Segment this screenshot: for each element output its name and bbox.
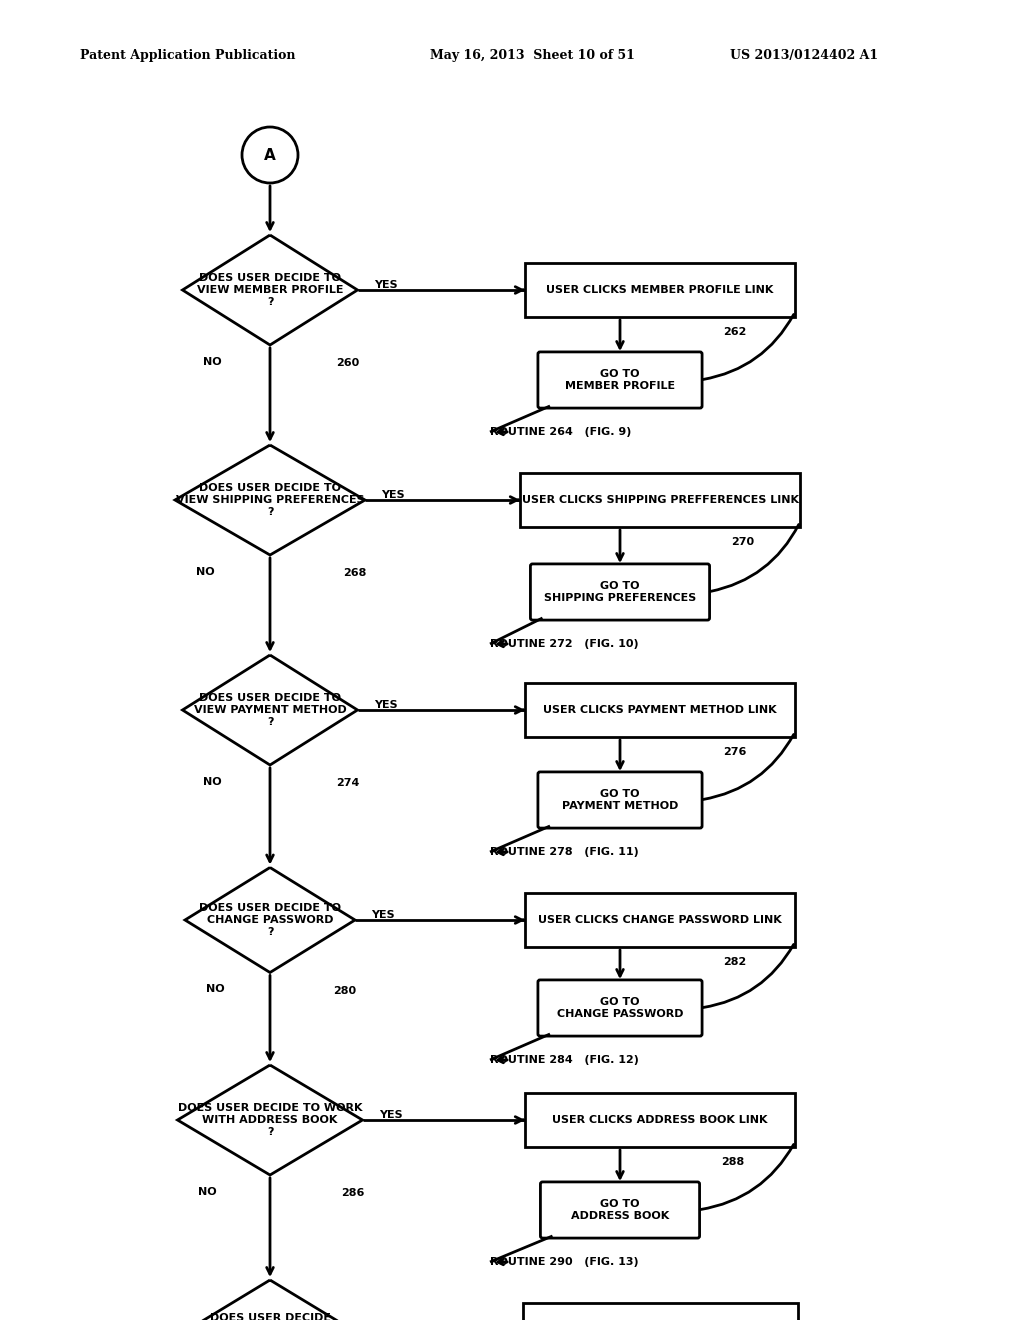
Text: NO: NO xyxy=(203,356,222,367)
Text: 274: 274 xyxy=(336,777,359,788)
Text: ROUTINE 264   (FIG. 9): ROUTINE 264 (FIG. 9) xyxy=(490,426,632,437)
Text: DOES USER DECIDE TO
CHANGE PASSWORD
?: DOES USER DECIDE TO CHANGE PASSWORD ? xyxy=(199,903,341,937)
FancyBboxPatch shape xyxy=(538,352,702,408)
Text: NO: NO xyxy=(203,777,222,787)
Text: ROUTINE 272   (FIG. 10): ROUTINE 272 (FIG. 10) xyxy=(490,639,639,649)
Text: 286: 286 xyxy=(341,1188,365,1199)
Text: US 2013/0124402 A1: US 2013/0124402 A1 xyxy=(730,49,879,62)
FancyBboxPatch shape xyxy=(530,564,710,620)
Text: 268: 268 xyxy=(343,568,367,578)
Text: NO: NO xyxy=(196,568,214,577)
Text: YES: YES xyxy=(374,700,397,710)
Text: DOES USER DECIDE TO
VIEW PAYMENT METHOD
?: DOES USER DECIDE TO VIEW PAYMENT METHOD … xyxy=(194,693,346,727)
FancyBboxPatch shape xyxy=(525,263,795,317)
Text: 276: 276 xyxy=(723,747,746,756)
Text: DOES USER DECIDE TO
VIEW MEMBER PROFILE
?: DOES USER DECIDE TO VIEW MEMBER PROFILE … xyxy=(197,273,343,308)
Text: USER CLICKS MEMBER PROFILE LINK: USER CLICKS MEMBER PROFILE LINK xyxy=(547,285,774,294)
Text: 288: 288 xyxy=(721,1158,744,1167)
Text: USER CLICKS PAYMENT METHOD LINK: USER CLICKS PAYMENT METHOD LINK xyxy=(543,705,777,715)
FancyBboxPatch shape xyxy=(525,1093,795,1147)
Text: A: A xyxy=(264,148,275,162)
Text: May 16, 2013  Sheet 10 of 51: May 16, 2013 Sheet 10 of 51 xyxy=(430,49,635,62)
Text: 270: 270 xyxy=(731,537,754,546)
Text: YES: YES xyxy=(379,1110,402,1119)
Text: ROUTINE 290   (FIG. 13): ROUTINE 290 (FIG. 13) xyxy=(490,1257,639,1267)
FancyBboxPatch shape xyxy=(525,894,795,946)
FancyBboxPatch shape xyxy=(541,1181,699,1238)
Text: GO TO
PAYMENT METHOD: GO TO PAYMENT METHOD xyxy=(562,789,678,812)
Text: NO: NO xyxy=(206,985,224,994)
FancyBboxPatch shape xyxy=(538,772,702,828)
FancyBboxPatch shape xyxy=(538,979,702,1036)
Text: ROUTINE 284   (FIG. 12): ROUTINE 284 (FIG. 12) xyxy=(490,1055,639,1065)
Text: USER CLICKS ADDRESS BOOK LINK: USER CLICKS ADDRESS BOOK LINK xyxy=(552,1115,768,1125)
Text: DOES USER DECIDE TO
VIEW SHIPPING PREFERENCES
?: DOES USER DECIDE TO VIEW SHIPPING PREFER… xyxy=(176,483,365,517)
FancyBboxPatch shape xyxy=(522,1303,798,1320)
Text: 262: 262 xyxy=(723,327,746,337)
Circle shape xyxy=(242,127,298,183)
Text: USER CLICKS SHIPPING PREFFERENCES LINK: USER CLICKS SHIPPING PREFFERENCES LINK xyxy=(521,495,799,506)
Text: Patent Application Publication: Patent Application Publication xyxy=(80,49,296,62)
Text: YES: YES xyxy=(374,280,397,290)
Text: ROUTINE 278   (FIG. 11): ROUTINE 278 (FIG. 11) xyxy=(490,847,639,857)
Text: DOES USER DECIDE TO WORK
WITH ADDRESS BOOK
?: DOES USER DECIDE TO WORK WITH ADDRESS BO… xyxy=(178,1102,362,1138)
Text: YES: YES xyxy=(371,909,395,920)
Text: GO TO
MEMBER PROFILE: GO TO MEMBER PROFILE xyxy=(565,368,675,391)
Text: NO: NO xyxy=(199,1187,217,1197)
Text: GO TO
SHIPPING PREFERENCES: GO TO SHIPPING PREFERENCES xyxy=(544,581,696,603)
FancyBboxPatch shape xyxy=(520,473,800,527)
Text: DOES USER DECIDE
TO CANCEL
?: DOES USER DECIDE TO CANCEL ? xyxy=(210,1312,331,1320)
Text: 260: 260 xyxy=(336,358,359,368)
Text: 280: 280 xyxy=(334,986,356,995)
Text: GO TO
ADDRESS BOOK: GO TO ADDRESS BOOK xyxy=(570,1199,669,1221)
Text: USER CLICKS CHANGE PASSWORD LINK: USER CLICKS CHANGE PASSWORD LINK xyxy=(539,915,782,925)
Text: GO TO
CHANGE PASSWORD: GO TO CHANGE PASSWORD xyxy=(557,997,683,1019)
Text: 282: 282 xyxy=(723,957,746,968)
FancyBboxPatch shape xyxy=(525,682,795,737)
Text: YES: YES xyxy=(381,490,404,500)
